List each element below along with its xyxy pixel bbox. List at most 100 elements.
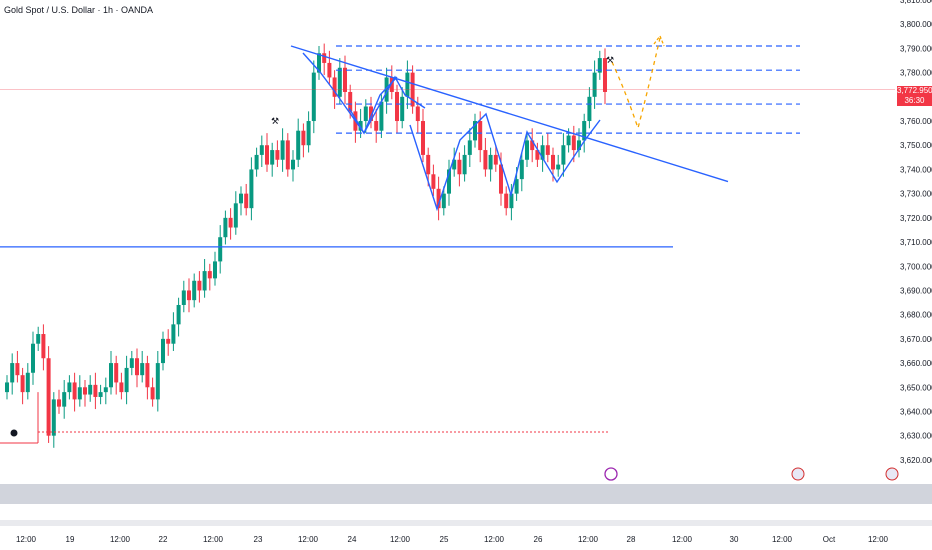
- x-tick-label: 19: [66, 535, 75, 544]
- candle-body: [15, 363, 20, 376]
- y-tick-label: 3,730.000: [900, 190, 932, 199]
- candle-body: [223, 217, 228, 238]
- candle-body: [270, 150, 275, 165]
- candle-body: [571, 135, 576, 151]
- candle-body: [525, 140, 529, 160]
- candle-body: [254, 154, 259, 170]
- candle-body: [93, 384, 98, 397]
- chart-title: Gold Spot / U.S. Dollar · 1h · OANDA: [4, 5, 154, 15]
- candle-body: [561, 145, 566, 165]
- candle-body: [51, 399, 56, 436]
- candle-body: [62, 392, 67, 407]
- x-tick-label: 12:00: [390, 535, 411, 544]
- x-tick-label: 30: [730, 535, 739, 544]
- candle-body: [400, 96, 405, 122]
- candle-body: [389, 77, 394, 92]
- candle-body: [405, 72, 410, 97]
- candle-body: [421, 121, 425, 155]
- candle-body: [301, 130, 306, 146]
- hammer-icon-2: ⚒: [606, 55, 614, 65]
- candle-body: [582, 121, 587, 141]
- y-tick-label: 3,800.000: [900, 20, 932, 29]
- separator-band: [0, 484, 932, 504]
- candle-body: [83, 387, 87, 395]
- candle-body: [369, 106, 373, 122]
- y-tick-label: 3,690.000: [900, 286, 932, 295]
- candle-body: [577, 140, 581, 151]
- candle-body: [587, 96, 592, 122]
- x-tick-label: 12:00: [203, 535, 224, 544]
- candle-body: [249, 169, 254, 209]
- candle-body: [285, 140, 290, 170]
- candle-body: [540, 145, 545, 160]
- candle-body: [36, 334, 41, 344]
- candle-body: [161, 338, 165, 364]
- candle-body: [426, 154, 431, 175]
- descending-trendline: [290, 45, 729, 183]
- candle-body: [566, 135, 571, 146]
- x-tick-label: 25: [440, 535, 449, 544]
- candle-body: [519, 159, 524, 180]
- candle-body: [509, 193, 514, 209]
- pattern-zigzag-right: [409, 112, 601, 212]
- x-tick-label: Oct: [823, 535, 836, 544]
- candle-body: [322, 53, 327, 63]
- x-tick-label: 12:00: [772, 535, 793, 544]
- candle-body: [213, 261, 217, 279]
- candle-body: [488, 154, 493, 170]
- candle-body: [337, 67, 342, 97]
- y-tick-label: 3,720.000: [900, 214, 932, 223]
- candle-body: [20, 375, 25, 393]
- candle-body: [462, 154, 467, 175]
- scrollbar-band: [0, 520, 932, 526]
- x-tick-label: 24: [348, 535, 357, 544]
- candle-body: [57, 399, 61, 407]
- x-tick-label: 12:00: [578, 535, 599, 544]
- projection-arrowhead: [653, 34, 665, 47]
- candle-body: [592, 72, 597, 97]
- x-tick-label: 12:00: [484, 535, 505, 544]
- last-price-tag: 3,772.950 36:30: [897, 86, 932, 106]
- candle-body: [535, 150, 540, 160]
- candle-body: [452, 159, 457, 170]
- candle-body: [109, 363, 113, 388]
- y-tick-label: 3,650.000: [900, 383, 932, 392]
- last-price-value: 3,772.950: [897, 86, 932, 95]
- candle-body: [603, 58, 607, 92]
- candle-body: [317, 53, 321, 73]
- candle-body: [415, 106, 420, 122]
- candle-body: [597, 58, 602, 73]
- y-tick-label: 3,740.000: [900, 165, 932, 174]
- candle-body: [192, 280, 197, 301]
- candle-body: [457, 159, 462, 175]
- candle-body: [207, 271, 212, 279]
- time-axis-bg: [0, 504, 932, 550]
- candle-body: [202, 271, 207, 291]
- candle-body: [239, 193, 243, 204]
- candle-body: [395, 91, 399, 122]
- candle-body: [166, 338, 171, 344]
- candle-body: [311, 72, 316, 122]
- candle-body: [10, 363, 15, 383]
- candle-body: [187, 290, 191, 301]
- y-tick-label: 3,660.000: [900, 359, 932, 368]
- y-tick-label: 3,700.000: [900, 262, 932, 271]
- candle-body: [483, 150, 488, 170]
- candle-body: [291, 159, 295, 170]
- x-tick-label: 12:00: [298, 535, 319, 544]
- candle-body: [467, 140, 472, 155]
- x-tick-label: 22: [159, 535, 168, 544]
- candle-body: [98, 392, 103, 397]
- y-tick-label: 3,760.000: [900, 117, 932, 126]
- candle-body: [197, 280, 202, 291]
- candle-body: [530, 140, 535, 151]
- candle-body: [228, 217, 233, 228]
- x-tick-label: 12:00: [110, 535, 131, 544]
- us-flag-event-icon-2: [885, 467, 899, 481]
- y-tick-label: 3,680.000: [900, 311, 932, 320]
- bar-countdown: 36:30: [904, 96, 925, 105]
- candle-body: [114, 363, 119, 383]
- candle-body: [155, 363, 160, 400]
